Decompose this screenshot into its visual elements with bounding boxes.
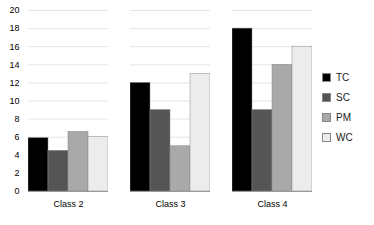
svg-text:Class 4: Class 4 (257, 199, 287, 209)
svg-text:18: 18 (9, 23, 19, 33)
svg-text:12: 12 (9, 78, 19, 88)
html-text:SC: SC (336, 92, 350, 103)
svg-text:4: 4 (14, 150, 19, 160)
svg-text:Class 2: Class 2 (53, 199, 83, 209)
svg-text:6: 6 (14, 132, 19, 142)
svg-text:20: 20 (9, 5, 19, 15)
svg-text:Class 3: Class 3 (155, 199, 185, 209)
html-text:TC: TC (336, 72, 350, 83)
html-text:PM: PM (336, 112, 351, 123)
html-text:WC: WC (336, 132, 353, 143)
svg-text:14: 14 (9, 60, 19, 70)
svg-text:16: 16 (9, 42, 19, 52)
svg-text:10: 10 (9, 96, 19, 106)
svg-text:2: 2 (14, 168, 19, 178)
svg-text:8: 8 (14, 114, 19, 124)
svg-text:0: 0 (14, 186, 19, 196)
